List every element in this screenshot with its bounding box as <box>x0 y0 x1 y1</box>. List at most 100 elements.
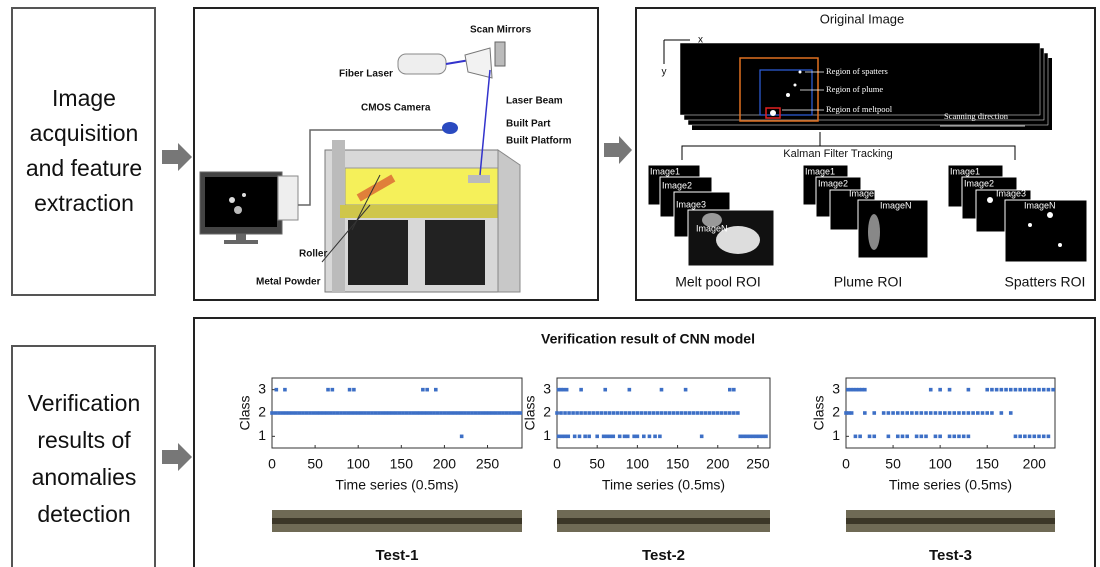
point <box>648 435 652 439</box>
y-tick-label: 1 <box>543 427 551 443</box>
point <box>291 411 295 415</box>
point <box>501 411 505 415</box>
point <box>332 411 336 415</box>
frame-label: ImageN <box>1024 200 1056 210</box>
point <box>967 388 971 392</box>
frame-label: Image1 <box>950 166 980 176</box>
point <box>583 435 587 439</box>
point <box>602 435 606 439</box>
point <box>515 411 519 415</box>
x-tick-label: 250 <box>746 456 770 472</box>
point <box>948 388 952 392</box>
point <box>863 388 867 392</box>
test-title: Test-1 <box>375 547 418 564</box>
x-tick-label: 200 <box>433 456 457 472</box>
point <box>967 435 971 439</box>
point <box>377 411 381 415</box>
point <box>990 388 994 392</box>
frame-label: Image1 <box>650 166 680 176</box>
stage-text: extraction <box>34 190 134 216</box>
y-axis-label: Class <box>811 395 827 430</box>
point <box>623 435 627 439</box>
y-tick-label: 2 <box>543 404 551 420</box>
point <box>559 411 563 415</box>
point <box>905 411 909 415</box>
point <box>732 388 736 392</box>
x-tick-label: 100 <box>347 456 371 472</box>
point <box>938 388 942 392</box>
point <box>408 411 412 415</box>
stage-box <box>12 346 155 567</box>
stage-text: acquisition <box>30 120 139 146</box>
point <box>751 435 755 439</box>
x-tick-label: 50 <box>589 456 605 472</box>
x-tick-label: 100 <box>928 456 952 472</box>
point <box>1000 411 1004 415</box>
point <box>370 411 374 415</box>
point <box>1023 435 1027 439</box>
verification-title: Verification result of CNN model <box>541 331 755 347</box>
point <box>318 411 322 415</box>
y-tick-label: 3 <box>832 380 840 396</box>
frame-label: Image1 <box>805 166 835 176</box>
point <box>418 411 422 415</box>
point <box>850 411 854 415</box>
point <box>329 411 333 415</box>
y-tick-label: 1 <box>258 427 266 443</box>
point <box>976 411 980 415</box>
point <box>595 411 599 415</box>
point <box>343 411 347 415</box>
stage-text: Image <box>52 85 116 111</box>
point <box>315 411 319 415</box>
point <box>563 435 567 439</box>
point <box>1042 388 1046 392</box>
point <box>938 411 942 415</box>
point <box>658 435 662 439</box>
point <box>696 411 700 415</box>
point <box>605 435 609 439</box>
point <box>901 435 905 439</box>
point <box>745 435 749 439</box>
point <box>356 411 360 415</box>
point <box>700 435 704 439</box>
point <box>1042 435 1046 439</box>
point <box>985 388 989 392</box>
point <box>1014 388 1018 392</box>
point <box>429 411 433 415</box>
point <box>948 411 952 415</box>
point <box>748 435 752 439</box>
track-line <box>846 518 1055 524</box>
point <box>425 388 429 392</box>
point <box>566 435 570 439</box>
point <box>294 411 298 415</box>
roi-name: Plume ROI <box>834 274 902 290</box>
point <box>624 411 628 415</box>
figure: Image acquisition and feature extraction… <box>0 0 1100 567</box>
direction-label: Scanning direction <box>944 111 1009 121</box>
point <box>384 411 388 415</box>
point <box>1032 388 1036 392</box>
panel-title: Original Image <box>820 11 905 26</box>
point <box>325 411 329 415</box>
point <box>505 411 509 415</box>
stage-text: and feature <box>26 155 142 181</box>
point <box>863 411 867 415</box>
setup-label: CMOS Camera <box>361 103 431 114</box>
point <box>587 435 591 439</box>
point <box>508 411 512 415</box>
setup-label: Scan Mirrors <box>470 25 532 36</box>
point <box>565 388 569 392</box>
point <box>608 435 612 439</box>
point <box>415 411 419 415</box>
point <box>962 411 966 415</box>
point <box>477 411 481 415</box>
point <box>938 435 942 439</box>
point <box>401 411 405 415</box>
point <box>571 411 575 415</box>
point <box>957 411 961 415</box>
point <box>579 388 583 392</box>
point <box>764 435 768 439</box>
point <box>599 411 603 415</box>
point <box>326 388 330 392</box>
point <box>456 411 460 415</box>
